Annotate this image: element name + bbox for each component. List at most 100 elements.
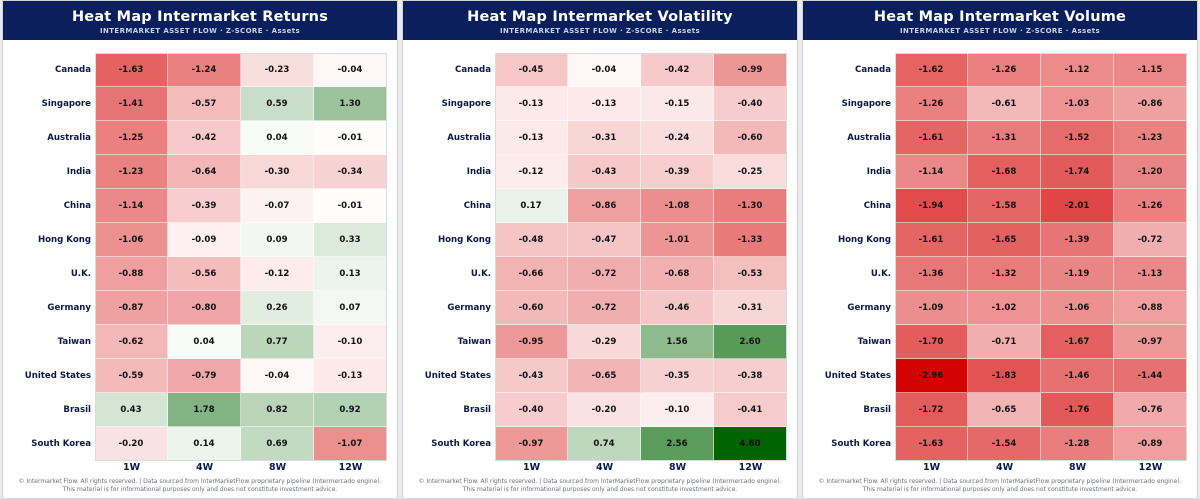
column-label: 8W bbox=[1068, 462, 1087, 473]
heatmap-cell: -0.47 bbox=[568, 223, 641, 257]
heatmap-cell: -0.86 bbox=[568, 189, 641, 223]
heatmap-cell: -0.42 bbox=[641, 53, 714, 87]
heatmap-cell: -1.26 bbox=[968, 53, 1041, 87]
heatmap-cell: 0.82 bbox=[241, 393, 314, 427]
heatmap-cell: -0.68 bbox=[641, 257, 714, 291]
row-label: South Korea bbox=[831, 439, 891, 449]
heatmap-cell: -0.25 bbox=[714, 155, 787, 189]
heatmap-cell: 4.60 bbox=[714, 427, 787, 461]
heatmap-cell: 0.74 bbox=[568, 427, 641, 461]
heatmap-cell: -1.32 bbox=[968, 257, 1041, 291]
row-label: China bbox=[863, 201, 891, 211]
heatmap-cell: -1.72 bbox=[895, 393, 968, 427]
row-label: India bbox=[66, 167, 91, 177]
panel-footer: © Intermarket Flow. All rights reserved.… bbox=[3, 478, 397, 494]
heatmap-cell: -0.20 bbox=[568, 393, 641, 427]
heatmap-cell: -0.64 bbox=[168, 155, 241, 189]
heatmap-cell: 0.04 bbox=[241, 121, 314, 155]
row-label: Australia bbox=[47, 133, 91, 143]
heatmap-cell: -1.68 bbox=[968, 155, 1041, 189]
heatmap-cell: -1.13 bbox=[1114, 257, 1187, 291]
heatmap-cell: -0.13 bbox=[568, 87, 641, 121]
heatmap-cell: -1.33 bbox=[714, 223, 787, 257]
heatmap-cell: -1.23 bbox=[1114, 121, 1187, 155]
row-label: Australia bbox=[447, 133, 491, 143]
heatmap-cell: -1.14 bbox=[95, 189, 168, 223]
heatmap-cell: 0.77 bbox=[241, 325, 314, 359]
heatmap-cell: -0.88 bbox=[95, 257, 168, 291]
heatmap-cell: -1.65 bbox=[968, 223, 1041, 257]
column-label: 8W bbox=[268, 462, 287, 473]
heatmap-cell: -0.39 bbox=[168, 189, 241, 223]
row-label: South Korea bbox=[31, 439, 91, 449]
heatmap-cell: -0.57 bbox=[168, 87, 241, 121]
panel-header: Heat Map Intermarket Volume INTERMARKET … bbox=[803, 1, 1197, 40]
column-label: 8W bbox=[668, 462, 687, 473]
volume-panel: Heat Map Intermarket Volume INTERMARKET … bbox=[802, 0, 1198, 499]
row-label: Australia bbox=[847, 133, 891, 143]
panel-footer: © Intermarket Flow. All rights reserved.… bbox=[403, 478, 797, 494]
heatmap-cell: -0.04 bbox=[314, 53, 387, 87]
heatmap-cell: -0.65 bbox=[968, 393, 1041, 427]
heatmap-cell: -1.06 bbox=[95, 223, 168, 257]
row-label: Hong Kong bbox=[837, 235, 891, 245]
heatmap-cell: -0.24 bbox=[641, 121, 714, 155]
row-label: Singapore bbox=[841, 99, 891, 109]
heatmap-cell: -0.99 bbox=[714, 53, 787, 87]
column-label: 12W bbox=[338, 462, 363, 473]
heatmap-cell: -0.79 bbox=[168, 359, 241, 393]
heatmap-cell: 2.56 bbox=[641, 427, 714, 461]
heatmap-cell: -0.60 bbox=[495, 291, 568, 325]
heatmap-cell: -0.13 bbox=[314, 359, 387, 393]
heatmap-cell: -0.04 bbox=[241, 359, 314, 393]
returns-panel: Heat Map Intermarket Returns INTERMARKET… bbox=[2, 0, 398, 499]
row-label: South Korea bbox=[431, 439, 491, 449]
heatmap-cell: -0.40 bbox=[495, 393, 568, 427]
row-label: U.K. bbox=[470, 269, 491, 279]
panel-title: Heat Map Intermarket Volatility bbox=[467, 9, 733, 25]
heatmap-cell: -1.20 bbox=[1114, 155, 1187, 189]
volatility-heatmap: Canada -0.45 -0.04 -0.42 -0.99 Singapore -0.13… bbox=[403, 53, 799, 461]
heatmap-cell: -1.19 bbox=[1041, 257, 1114, 291]
row-label: Canada bbox=[855, 65, 891, 75]
heatmap-cell: 0.33 bbox=[314, 223, 387, 257]
panel-title: Heat Map Intermarket Volume bbox=[873, 9, 1127, 25]
heatmap-cell: -0.80 bbox=[168, 291, 241, 325]
heatmap-cell: -0.89 bbox=[1114, 427, 1187, 461]
row-label: United States bbox=[24, 371, 91, 381]
heatmap-cell: -1.76 bbox=[1041, 393, 1114, 427]
heatmap-cell: -0.62 bbox=[95, 325, 168, 359]
heatmap-cell: -1.30 bbox=[714, 189, 787, 223]
heatmap-cell: -1.62 bbox=[895, 53, 968, 87]
heatmap-cell: -1.67 bbox=[1041, 325, 1114, 359]
heatmap-cell: -1.61 bbox=[895, 121, 968, 155]
heatmap-cell: -0.88 bbox=[1114, 291, 1187, 325]
column-label: 4W bbox=[195, 462, 214, 473]
heatmap-cell: 0.69 bbox=[241, 427, 314, 461]
heatmap-cell: -1.15 bbox=[1114, 53, 1187, 87]
row-label: Singapore bbox=[441, 99, 491, 109]
panel-subtitle: INTERMARKET ASSET FLOW · Z-SCORE · Asset… bbox=[499, 27, 701, 35]
row-label: China bbox=[463, 201, 491, 211]
heatmap-cell: -0.13 bbox=[495, 121, 568, 155]
row-label: Singapore bbox=[41, 99, 91, 109]
heatmap-cell: -0.42 bbox=[168, 121, 241, 155]
heatmap-cell: -0.20 bbox=[95, 427, 168, 461]
heatmap-cell: 0.43 bbox=[95, 393, 168, 427]
heatmap-cell: -0.12 bbox=[241, 257, 314, 291]
column-label: 4W bbox=[995, 462, 1014, 473]
heatmap-cell: -0.04 bbox=[568, 53, 641, 87]
row-label: Taiwan bbox=[457, 337, 491, 347]
heatmap-cell: -0.43 bbox=[495, 359, 568, 393]
heatmap-cell: -0.45 bbox=[495, 53, 568, 87]
heatmap-cell: -1.63 bbox=[95, 53, 168, 87]
heatmap-cell: -0.53 bbox=[714, 257, 787, 291]
heatmap-cell: -0.38 bbox=[714, 359, 787, 393]
footer-copyright: © Intermarket Flow. All rights reserved.… bbox=[18, 478, 382, 485]
heatmap-cell: -1.74 bbox=[1041, 155, 1114, 189]
heatmap-cell: -0.65 bbox=[568, 359, 641, 393]
column-label: 1W bbox=[922, 462, 941, 473]
returns-heatmap: Canada -1.63 -1.24 -0.23 -0.04 Singapore -1.41… bbox=[3, 53, 399, 461]
heatmap-cell: -0.72 bbox=[1114, 223, 1187, 257]
row-label: Germany bbox=[47, 303, 91, 313]
